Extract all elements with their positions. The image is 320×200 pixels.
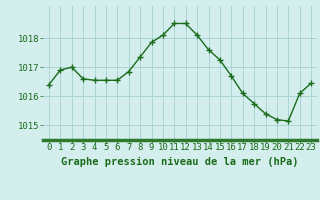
X-axis label: Graphe pression niveau de la mer (hPa): Graphe pression niveau de la mer (hPa)	[61, 157, 299, 167]
